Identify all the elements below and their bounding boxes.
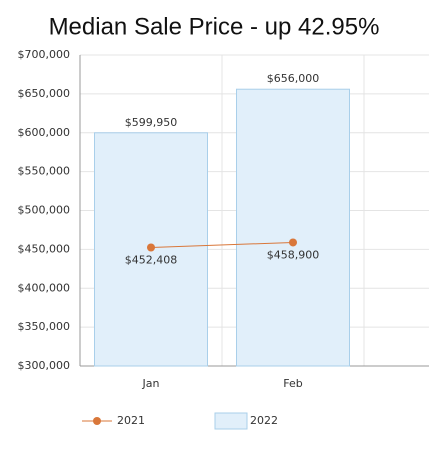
line-point	[147, 243, 155, 252]
x-tick-label: Jan	[142, 377, 160, 390]
y-tick-label: $400,000	[18, 281, 71, 294]
legend-label: 2022	[250, 414, 278, 427]
legend-swatch	[214, 412, 248, 430]
chart-title: Median Sale Price - up 42.95%	[49, 13, 380, 40]
line-point	[289, 238, 297, 247]
y-tick-label: $650,000	[18, 87, 71, 100]
line-value-label: $452,408	[125, 254, 178, 267]
x-tick-label: Feb	[283, 377, 302, 390]
y-tick-label: $700,000	[18, 48, 71, 61]
line-value-label: $458,900	[267, 248, 320, 261]
bar-value-label: $656,000	[267, 72, 320, 85]
y-tick-label: $550,000	[18, 165, 71, 178]
bar	[236, 88, 350, 367]
bar-value-label: $599,950	[125, 116, 178, 129]
y-tick-label: $450,000	[18, 242, 71, 255]
y-tick-label: $600,000	[18, 126, 71, 139]
legend-label: 2021	[117, 414, 145, 427]
y-tick-label: $350,000	[18, 320, 71, 333]
y-tick-label: $300,000	[18, 359, 71, 372]
line	[150, 241, 294, 249]
legend-marker	[93, 417, 101, 425]
y-tick-label: $500,000	[18, 204, 71, 217]
